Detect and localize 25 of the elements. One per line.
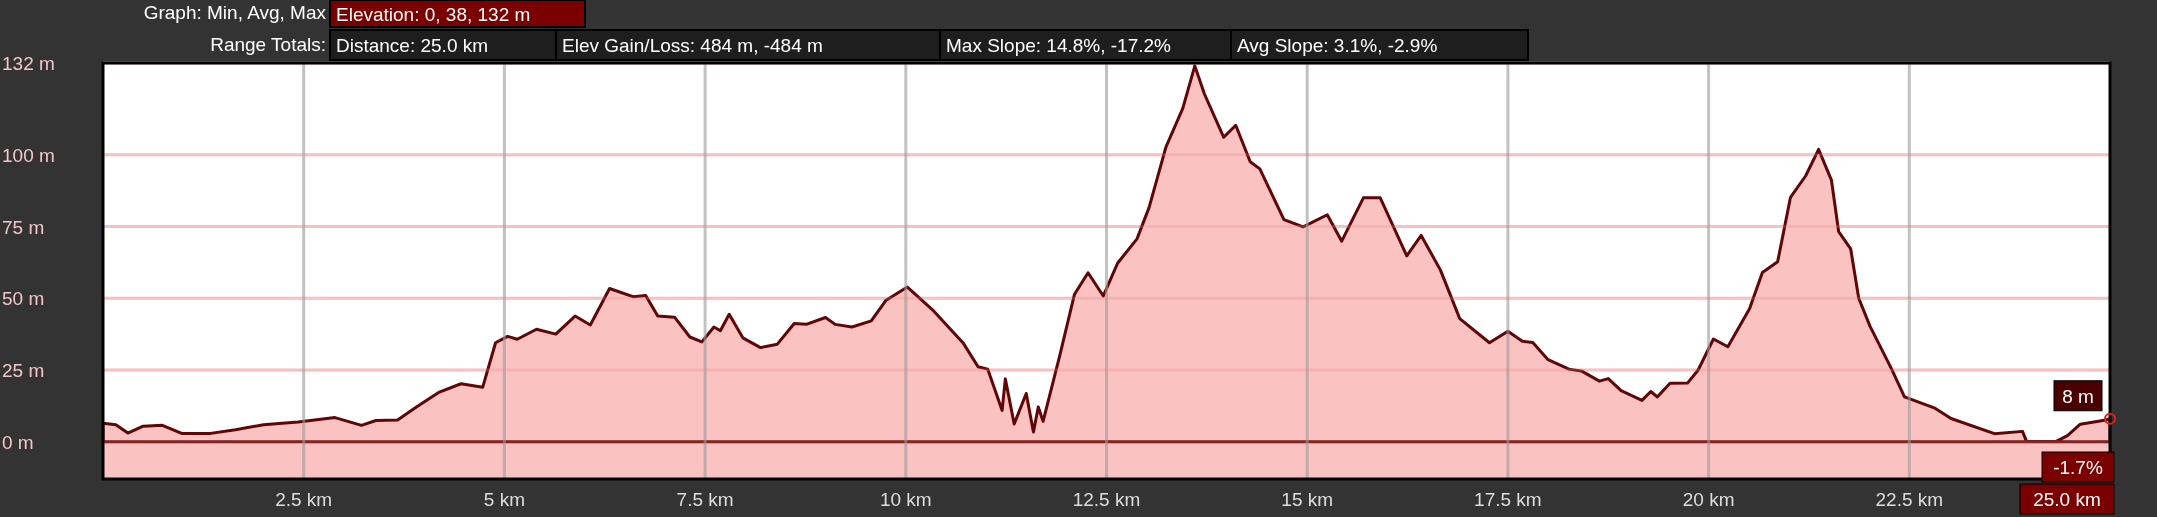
x-tick-label: 20 km: [1682, 489, 1735, 510]
x-tick-label: 7.5 km: [676, 489, 734, 510]
x-tick-label: 22.5 km: [1875, 489, 1944, 510]
text: Max Slope: 14.8%, -17.2%: [946, 35, 1172, 56]
annotation: -1.7%: [2053, 457, 2103, 478]
y-tick-label: 132 m: [2, 53, 55, 74]
text: Range Totals:: [210, 34, 326, 55]
y-tick-label: 0 m: [2, 431, 34, 453]
text: Elev Gain/Loss: 484 m, -484 m: [562, 35, 823, 56]
y-tick-label: 100 m: [2, 144, 55, 166]
x-tick-label: 5 km: [483, 489, 525, 510]
y-tick-label: 50 m: [2, 288, 45, 310]
x-tick-label: 15 km: [1281, 489, 1334, 510]
text: Distance: 25.0 km: [336, 35, 489, 56]
x-tick-label: 2.5 km: [275, 489, 333, 510]
annotation: 8 m: [2062, 385, 2094, 407]
y-tick-label: 75 m: [2, 216, 45, 238]
text: Avg Slope: 3.1%, -2.9%: [1237, 35, 1438, 56]
x-tick-label: 10 km: [879, 489, 932, 510]
text: Elevation: 0, 38, 132 m: [336, 3, 531, 25]
y-tick-label: 25 m: [2, 359, 45, 381]
x-tick-label: 12.5 km: [1072, 489, 1141, 510]
text: Graph: Min, Avg, Max: [143, 2, 327, 23]
x-tick-label: 17.5 km: [1474, 489, 1542, 510]
text: 25.0 km: [2033, 489, 2101, 510]
